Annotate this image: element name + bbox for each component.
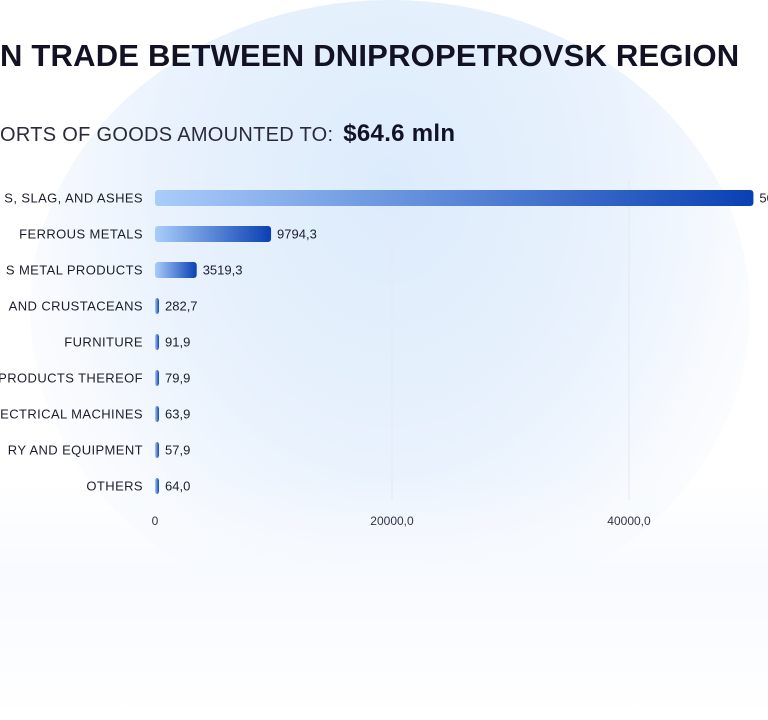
x-axis-ticks: 0 20000,0 40000,0: [152, 514, 651, 528]
bar: [155, 226, 272, 242]
category-label: OTHERS: [86, 479, 143, 494]
value-label: 9794,3: [277, 227, 317, 242]
page-title: N TRADE BETWEEN DNIPROPETROVSK REGION: [0, 38, 740, 73]
value-label: 50: [759, 191, 768, 206]
bar-chart: S, SLAG, AND ASHES FERROUS METALS S METAL …: [0, 180, 768, 528]
bar: [155, 334, 159, 350]
value-label: 63,9: [165, 407, 190, 422]
value-label: 79,9: [165, 371, 190, 386]
value-labels: 50 9794,3 3519,3 282,7 91,9 79,9 63,9 57,9 64,0: [165, 191, 768, 494]
value-label: 3519,3: [203, 263, 243, 278]
category-label: ECTRICAL MACHINES: [0, 407, 143, 422]
background-fade: [0, 480, 768, 720]
x-tick-label: 40000,0: [607, 514, 651, 528]
subtitle-prefix: ORTS OF GOODS AMOUNTED TO:: [0, 124, 334, 146]
value-label: 64,0: [165, 479, 190, 494]
bar: [155, 370, 159, 386]
subtitle-amount: $64.6 mln: [343, 120, 456, 147]
subtitle: ORTS OF GOODS AMOUNTED TO: $64.6 mln: [0, 120, 455, 148]
value-label: 282,7: [165, 299, 198, 314]
x-tick-label: 20000,0: [370, 514, 414, 528]
bar: [155, 190, 754, 206]
category-label: S METAL PRODUCTS: [6, 263, 143, 278]
x-tick-label: 0: [152, 514, 159, 528]
value-label: 57,9: [165, 443, 190, 458]
category-label: FERROUS METALS: [19, 227, 143, 242]
category-label: AND CRUSTACEANS: [9, 299, 143, 314]
bar: [155, 298, 159, 314]
bars: [155, 190, 754, 494]
category-label: FURNITURE: [64, 335, 143, 350]
bar: [155, 262, 197, 278]
grid-lines: [391, 180, 630, 500]
category-labels: S, SLAG, AND ASHES FERROUS METALS S METAL …: [0, 191, 143, 494]
value-label: 91,9: [165, 335, 190, 350]
bar: [155, 442, 159, 458]
bar: [155, 406, 159, 422]
category-label: S, SLAG, AND ASHES: [4, 191, 143, 206]
bar: [155, 478, 159, 494]
category-label: PRODUCTS THEREOF: [0, 371, 143, 386]
category-label: RY AND EQUIPMENT: [8, 443, 143, 458]
